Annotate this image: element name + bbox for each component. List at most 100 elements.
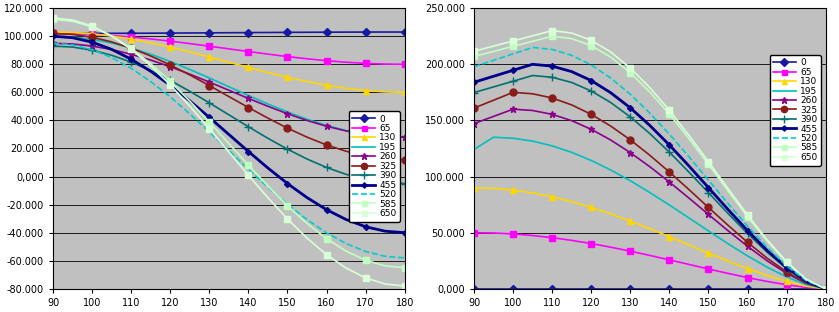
325 <box>821 287 831 291</box>
455 <box>586 79 597 82</box>
130 <box>185 50 195 54</box>
585 <box>664 112 675 116</box>
520 <box>723 202 733 205</box>
390 <box>547 76 557 79</box>
0 <box>185 31 195 35</box>
455 <box>87 40 97 44</box>
455 <box>68 36 78 40</box>
65 <box>606 245 616 249</box>
585 <box>263 184 273 188</box>
195 <box>185 68 195 71</box>
Legend: 0, 65, 130, 195, 260, 325, 390, 455, 520, 585, 650: 0, 65, 130, 195, 260, 325, 390, 455, 520… <box>349 111 400 222</box>
195 <box>684 216 694 220</box>
0 <box>399 30 409 34</box>
65 <box>68 32 78 36</box>
390 <box>283 147 293 151</box>
Line: 0: 0 <box>472 286 828 292</box>
260 <box>664 180 675 184</box>
455 <box>185 99 195 103</box>
Line: 650: 650 <box>50 15 408 289</box>
325 <box>664 170 675 174</box>
0 <box>625 287 635 291</box>
390 <box>762 250 772 254</box>
260 <box>165 65 175 69</box>
325 <box>723 223 733 227</box>
650 <box>107 34 117 38</box>
585 <box>508 45 519 48</box>
650 <box>185 104 195 108</box>
0 <box>126 32 136 35</box>
650 <box>87 24 97 28</box>
390 <box>703 191 713 195</box>
260 <box>321 124 331 128</box>
650 <box>723 187 733 191</box>
130 <box>243 66 253 69</box>
455 <box>107 47 117 51</box>
65 <box>469 231 479 235</box>
455 <box>205 115 215 119</box>
65 <box>645 254 655 257</box>
130 <box>586 206 597 209</box>
0 <box>283 31 293 34</box>
650 <box>566 31 576 35</box>
Line: 650: 650 <box>472 28 828 292</box>
585 <box>126 46 136 50</box>
390 <box>107 53 117 57</box>
390 <box>205 101 215 105</box>
520 <box>528 46 538 49</box>
390 <box>743 232 753 235</box>
325 <box>126 46 136 50</box>
585 <box>586 44 597 47</box>
455 <box>146 70 156 73</box>
195 <box>645 191 655 194</box>
130 <box>664 235 675 239</box>
130 <box>606 212 616 216</box>
520 <box>361 250 371 253</box>
520 <box>87 48 97 51</box>
0 <box>645 287 655 291</box>
390 <box>48 44 58 48</box>
65 <box>224 47 234 51</box>
325 <box>321 143 331 147</box>
195 <box>68 35 78 39</box>
455 <box>743 229 753 232</box>
585 <box>703 163 713 166</box>
520 <box>684 155 694 158</box>
195 <box>664 203 675 207</box>
650 <box>782 260 792 264</box>
195 <box>703 229 713 233</box>
390 <box>87 48 97 52</box>
130 <box>566 200 576 203</box>
130 <box>107 34 117 38</box>
260 <box>283 112 293 116</box>
520 <box>321 231 331 235</box>
260 <box>146 58 156 62</box>
390 <box>606 101 616 105</box>
520 <box>165 95 175 99</box>
325 <box>547 96 557 100</box>
585 <box>782 261 792 264</box>
195 <box>48 34 58 38</box>
195 <box>361 132 371 136</box>
520 <box>341 242 352 246</box>
390 <box>488 85 498 89</box>
520 <box>48 41 58 45</box>
260 <box>508 107 519 111</box>
195 <box>508 136 519 140</box>
650 <box>283 217 293 221</box>
650 <box>224 150 234 154</box>
260 <box>302 119 312 122</box>
650 <box>645 86 655 90</box>
650 <box>801 277 811 281</box>
65 <box>821 287 831 291</box>
455 <box>263 166 273 170</box>
260 <box>782 271 792 275</box>
520 <box>566 53 576 57</box>
585 <box>283 204 293 207</box>
65 <box>361 61 371 65</box>
260 <box>185 72 195 76</box>
650 <box>762 238 772 242</box>
390 <box>469 91 479 95</box>
520 <box>205 130 215 134</box>
455 <box>547 64 557 68</box>
